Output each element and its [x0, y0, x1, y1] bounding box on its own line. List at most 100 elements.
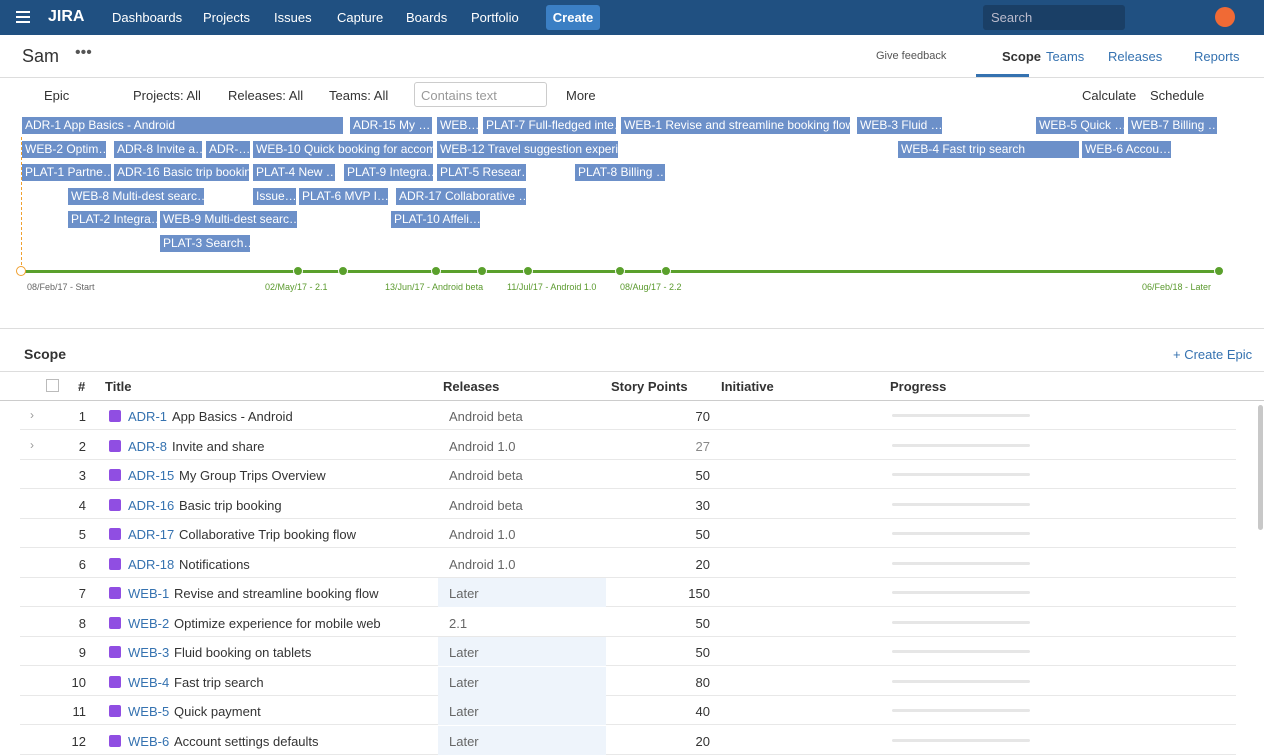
epic-bar[interactable]: WEB-12 Travel suggestion experi… — [437, 141, 618, 158]
release[interactable]: Android 1.0 — [449, 527, 516, 542]
issue-key[interactable]: WEB-6 — [128, 734, 169, 749]
logo[interactable]: JIRA — [48, 8, 84, 26]
epic-bar[interactable]: WEB-4 Fast trip search — [898, 141, 1079, 158]
text-filter[interactable]: Contains text — [414, 82, 547, 107]
release[interactable]: Android beta — [449, 468, 523, 483]
epic-bar[interactable]: WEB-1 Revise and streamline booking flow — [621, 117, 850, 134]
release[interactable]: 2.1 — [449, 616, 467, 631]
tab[interactable]: Reports — [1194, 49, 1240, 64]
column-header[interactable]: Progress — [890, 379, 946, 394]
story-points[interactable]: 40 — [650, 704, 710, 719]
create-epic[interactable]: + Create Epic — [1173, 347, 1252, 362]
epic-bar[interactable]: WEB… — [437, 117, 478, 134]
epic-bar[interactable]: PLAT-2 Integra… — [68, 211, 157, 228]
story-points[interactable]: 27 — [650, 439, 710, 454]
issue-key[interactable]: ADR-16 — [128, 498, 174, 513]
avatar[interactable] — [1215, 7, 1235, 27]
epic-select[interactable]: Epic — [44, 88, 69, 103]
epic-bar[interactable]: ADR-… — [206, 141, 250, 158]
expand[interactable]: › — [30, 408, 34, 422]
issue-key[interactable]: WEB-2 — [128, 616, 169, 631]
epic-bar[interactable]: PLAT-5 Resear… — [437, 164, 526, 181]
release[interactable]: Android 1.0 — [449, 439, 516, 454]
milestone-dot[interactable] — [338, 266, 348, 276]
more[interactable]: More — [566, 88, 596, 103]
column-header[interactable]: Releases — [443, 379, 499, 394]
nav-item[interactable]: Capture — [337, 10, 383, 25]
milestone-dot[interactable] — [16, 266, 26, 276]
nav-item[interactable]: Dashboards — [112, 10, 182, 25]
more-dots[interactable]: ••• — [75, 44, 92, 62]
epic-bar[interactable]: Issue… — [253, 188, 296, 205]
column-header[interactable]: # — [78, 379, 85, 394]
milestone-dot[interactable] — [293, 266, 303, 276]
nav-item[interactable]: Portfolio — [471, 10, 519, 25]
schedule[interactable]: Schedule — [1150, 88, 1204, 103]
story-points[interactable]: 20 — [650, 734, 710, 749]
epic-bar[interactable]: WEB-9 Multi-dest searc… — [160, 211, 297, 228]
issue-key[interactable]: ADR-15 — [128, 468, 174, 483]
give-feedback[interactable]: Give feedback — [876, 50, 946, 62]
filter[interactable]: Projects: All — [133, 88, 201, 103]
epic-bar[interactable]: WEB-7 Billing … — [1128, 117, 1217, 134]
epic-bar[interactable]: ADR-8 Invite a… — [114, 141, 202, 158]
issue-key[interactable]: ADR-8 — [128, 439, 167, 454]
epic-bar[interactable]: ADR-16 Basic trip booking — [114, 164, 249, 181]
column-header[interactable]: Story Points — [611, 379, 688, 394]
milestone-dot[interactable] — [615, 266, 625, 276]
epic-bar[interactable]: WEB-3 Fluid … — [857, 117, 942, 134]
release[interactable]: Later — [449, 645, 479, 660]
story-points[interactable]: 20 — [650, 557, 710, 572]
epic-bar[interactable]: WEB-8 Multi-dest searc… — [68, 188, 204, 205]
nav-item[interactable]: Issues — [274, 10, 312, 25]
epic-bar[interactable]: PLAT-7 Full-fledged inte… — [483, 117, 616, 134]
epic-bar[interactable]: PLAT-9 Integra… — [344, 164, 433, 181]
filter[interactable]: Releases: All — [228, 88, 303, 103]
nav-item[interactable]: Boards — [406, 10, 447, 25]
milestone-dot[interactable] — [431, 266, 441, 276]
calculate[interactable]: Calculate — [1082, 88, 1136, 103]
release[interactable]: Android beta — [449, 498, 523, 513]
issue-key[interactable]: ADR-18 — [128, 557, 174, 572]
story-points[interactable]: 50 — [650, 468, 710, 483]
expand[interactable]: › — [30, 438, 34, 452]
filter[interactable]: Teams: All — [329, 88, 388, 103]
menu-icon[interactable] — [16, 11, 30, 13]
epic-bar[interactable]: WEB-2 Optim… — [22, 141, 106, 158]
release[interactable]: Android beta — [449, 409, 523, 424]
epic-bar[interactable]: PLAT-4 New … — [253, 164, 335, 181]
release[interactable]: Later — [449, 586, 479, 601]
tab[interactable]: Teams — [1046, 49, 1084, 64]
search-box[interactable]: Search — [983, 5, 1125, 30]
nav-item[interactable]: Projects — [203, 10, 250, 25]
epic-bar[interactable]: PLAT-10 Affeli… — [391, 211, 480, 228]
epic-bar[interactable]: ADR-1 App Basics - Android — [22, 117, 343, 134]
story-points[interactable]: 70 — [650, 409, 710, 424]
tab[interactable]: Scope — [1002, 49, 1041, 64]
milestone-dot[interactable] — [523, 266, 533, 276]
select-all[interactable] — [46, 379, 59, 392]
epic-bar[interactable]: PLAT-8 Billing … — [575, 164, 665, 181]
epic-bar[interactable]: WEB-5 Quick … — [1036, 117, 1124, 134]
issue-key[interactable]: ADR-17 — [128, 527, 174, 542]
story-points[interactable]: 30 — [650, 498, 710, 513]
column-header[interactable]: Title — [105, 379, 132, 394]
issue-key[interactable]: WEB-3 — [128, 645, 169, 660]
release[interactable]: Later — [449, 675, 479, 690]
column-header[interactable]: Initiative — [721, 379, 774, 394]
story-points[interactable]: 50 — [650, 616, 710, 631]
story-points[interactable]: 50 — [650, 527, 710, 542]
epic-bar[interactable]: ADR-15 My … — [350, 117, 432, 134]
story-points[interactable]: 50 — [650, 645, 710, 660]
tab[interactable]: Releases — [1108, 49, 1162, 64]
issue-key[interactable]: WEB-1 — [128, 586, 169, 601]
release[interactable]: Later — [449, 704, 479, 719]
release[interactable]: Android 1.0 — [449, 557, 516, 572]
epic-bar[interactable]: ADR-17 Collaborative … — [396, 188, 526, 205]
epic-bar[interactable]: PLAT-1 Partne… — [22, 164, 111, 181]
story-points[interactable]: 80 — [650, 675, 710, 690]
issue-key[interactable]: ADR-1 — [128, 409, 167, 424]
epic-bar[interactable]: PLAT-6 MVP I… — [299, 188, 388, 205]
milestone-dot[interactable] — [1214, 266, 1224, 276]
story-points[interactable]: 150 — [650, 586, 710, 601]
